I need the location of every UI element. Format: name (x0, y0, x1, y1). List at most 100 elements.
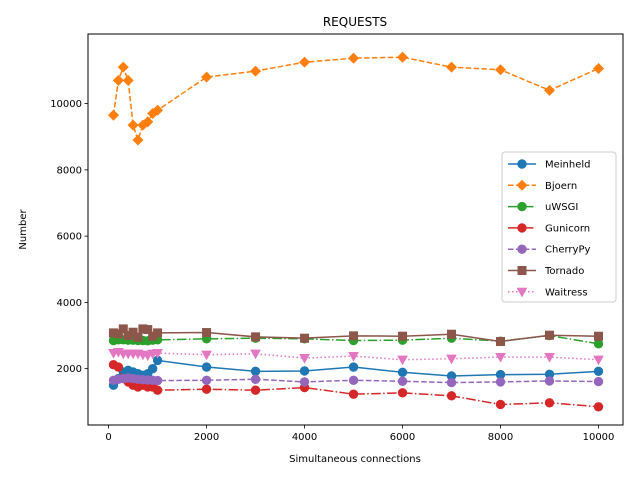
series-bjoern (107, 51, 605, 146)
data-point-waitress (544, 352, 555, 363)
data-point-cherrypy (446, 377, 457, 388)
data-point-tornado (398, 331, 408, 341)
x-tick-label: 6000 (390, 432, 415, 443)
data-point-tornado (300, 333, 310, 343)
data-point-meinheld (299, 366, 310, 376)
data-point-gunicorn (152, 385, 163, 395)
legend-label: Tornado (544, 266, 584, 277)
data-point-cherrypy (593, 376, 604, 387)
data-point-gunicorn (544, 398, 555, 408)
data-point-bjoern (397, 51, 409, 63)
plot-area (107, 51, 605, 412)
data-point-cherrypy (201, 375, 212, 385)
series-waitress (108, 348, 604, 366)
y-tick-label: 10000 (50, 99, 82, 110)
legend-marker (517, 201, 527, 212)
data-point-tornado (143, 325, 153, 335)
data-point-gunicorn (446, 391, 457, 401)
data-point-tornado (128, 327, 138, 337)
legend-item-gunicorn: Gunicorn (508, 223, 590, 234)
data-point-bjoern (127, 119, 139, 131)
data-point-waitress (201, 350, 212, 361)
data-point-waitress (593, 355, 604, 366)
data-point-waitress (152, 348, 163, 359)
data-point-cherrypy (299, 377, 310, 387)
y-tick-label: 2000 (57, 364, 82, 375)
data-point-tornado (153, 328, 163, 338)
y-axis: 2000 4000 6000 8000 10000 (50, 99, 88, 375)
data-point-cherrypy (348, 375, 359, 385)
x-tick-label: 10000 (583, 432, 615, 443)
legend-label: Bjoern (545, 181, 577, 192)
data-point-meinheld (348, 362, 359, 372)
series-meinheld (108, 355, 604, 390)
y-tick-label: 6000 (57, 232, 82, 243)
legend-label: CherryPy (545, 245, 590, 256)
data-point-meinheld (593, 366, 604, 377)
x-tick-label: 4000 (292, 432, 317, 443)
series-cherrypy (108, 373, 604, 388)
y-tick-label: 8000 (57, 165, 82, 176)
data-point-gunicorn (201, 384, 212, 394)
data-point-waitress (397, 355, 408, 366)
legend-item-waitress: Waitress (508, 287, 588, 298)
legend-item-cherrypy: CherryPy (508, 244, 590, 256)
x-tick-label: 2000 (194, 432, 219, 443)
data-point-gunicorn (250, 385, 261, 395)
legend-label: uWSGI (545, 202, 578, 213)
data-point-tornado (202, 328, 212, 338)
data-point-bjoern (201, 71, 213, 83)
x-tick-label: 8000 (488, 432, 513, 443)
x-axis: 0 2000 4000 6000 8000 10000 (105, 425, 614, 443)
data-point-waitress (495, 352, 506, 363)
data-point-bjoern (112, 74, 124, 86)
legend: Meinheld Bjoern uWSGI Gunicorn CherryPy Torna… (501, 151, 617, 303)
data-point-tornado (349, 331, 359, 341)
data-point-tornado (447, 329, 457, 339)
legend-label: Gunicorn (545, 223, 590, 234)
data-point-bjoern (299, 56, 311, 68)
legend-label: Waitress (545, 287, 588, 298)
data-point-bjoern (446, 61, 458, 73)
legend-marker (516, 287, 528, 298)
data-point-bjoern (544, 84, 556, 96)
x-axis-label: Simultaneous connections (289, 454, 421, 465)
data-point-gunicorn (397, 388, 408, 398)
data-point-tornado (496, 336, 506, 346)
legend-box (501, 151, 617, 303)
data-point-uwsgi (593, 339, 604, 349)
data-point-bjoern (348, 52, 360, 64)
data-point-bjoern (117, 61, 129, 73)
data-point-gunicorn (348, 389, 359, 399)
y-tick-label: 4000 (57, 298, 82, 309)
data-point-tornado (251, 332, 261, 342)
data-point-tornado (133, 332, 143, 342)
data-point-cherrypy (544, 376, 555, 386)
chart-title: REQUESTS (323, 15, 387, 29)
legend-item-uwsgi: uWSGI (508, 201, 578, 213)
legend-item-meinheld: Meinheld (508, 159, 591, 171)
data-point-bjoern (142, 116, 154, 128)
data-point-tornado (113, 329, 123, 339)
data-point-bjoern (592, 62, 605, 74)
data-point-bjoern (152, 104, 164, 116)
data-point-bjoern (132, 134, 144, 146)
data-point-cherrypy (152, 375, 163, 386)
data-point-tornado (545, 330, 555, 340)
data-point-gunicorn (495, 399, 506, 410)
series-gunicorn (108, 359, 604, 412)
data-point-gunicorn (113, 362, 124, 372)
data-point-gunicorn (593, 402, 604, 412)
data-point-waitress (446, 354, 457, 365)
data-point-cherrypy (397, 376, 408, 386)
plot-frame (87, 33, 624, 426)
y-axis-label: Number (18, 209, 29, 250)
data-point-waitress (299, 353, 310, 364)
data-point-tornado (118, 324, 128, 334)
data-point-cherrypy (495, 377, 506, 387)
legend-marker (517, 266, 527, 275)
data-point-waitress (348, 351, 359, 362)
data-point-meinheld (397, 367, 408, 378)
series-line-bjoern (112, 56, 599, 143)
data-point-meinheld (250, 366, 261, 377)
